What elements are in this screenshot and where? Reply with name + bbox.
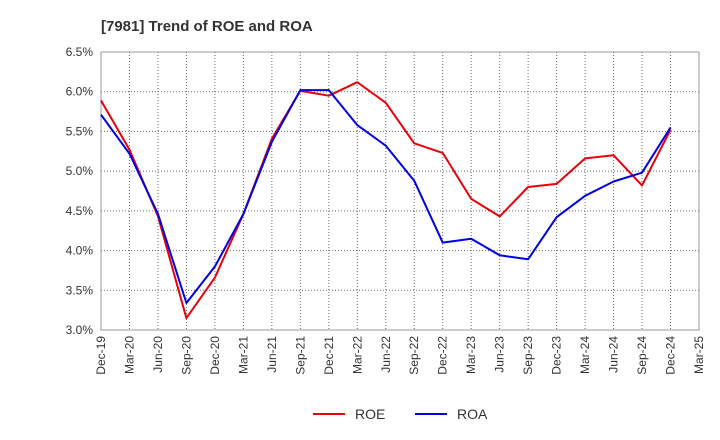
- y-tick-label: 6.5%: [66, 45, 94, 59]
- plot-area: 3.0% 3.5% 4.0% 4.5% 5.0% 5.5% 6.0% 6.5% Dec-19 Ma…: [66, 45, 706, 375]
- x-tick-label: Mar-23: [464, 336, 478, 374]
- x-tick-label: Sep-23: [521, 336, 535, 375]
- y-tick-label: 3.0%: [66, 323, 94, 337]
- plot-background: [101, 52, 699, 330]
- y-tick-label: 3.5%: [66, 283, 94, 297]
- x-tick-label: Mar-20: [122, 336, 136, 374]
- x-tick-label: Dec-22: [436, 336, 450, 375]
- y-tick-label: 4.0%: [66, 244, 94, 258]
- x-tick-label: Sep-20: [179, 336, 193, 375]
- legend-label-roe: ROE: [355, 406, 385, 422]
- x-tick-label: Dec-24: [664, 336, 678, 375]
- x-tick-label: Sep-22: [407, 336, 421, 375]
- x-tick-label: Jun-21: [265, 336, 279, 373]
- x-tick-label: Jun-22: [379, 336, 393, 373]
- series-line-roa: [100, 89, 672, 304]
- x-tick-label: Jun-24: [607, 336, 621, 373]
- x-tick-label: Sep-24: [635, 336, 649, 375]
- plot-frame: [100, 51, 700, 331]
- chart-title: [7981] Trend of ROE and ROA: [101, 18, 313, 35]
- x-tick-label: Dec-21: [322, 336, 336, 375]
- legend-label-roa: ROA: [457, 406, 488, 422]
- y-tick-label: 5.0%: [66, 164, 94, 178]
- x-tick-label: Jun-20: [151, 336, 165, 373]
- x-tick-label: Mar-22: [350, 336, 364, 374]
- y-tick-label: 5.5%: [66, 124, 94, 138]
- legend: ROE ROA: [313, 406, 488, 422]
- x-tick-label: Mar-24: [578, 336, 592, 374]
- x-tick-label: Mar-21: [236, 336, 250, 374]
- x-tick-label: Sep-21: [293, 336, 307, 375]
- x-tick-label: Jun-23: [493, 336, 507, 373]
- series-line-roe: [100, 81, 672, 320]
- x-tick-label: Dec-19: [94, 336, 108, 375]
- x-tick-label: Dec-20: [208, 336, 222, 375]
- y-tick-label: 4.5%: [66, 204, 94, 218]
- x-tick-label: Dec-23: [550, 336, 564, 375]
- x-tick-label: Mar-25: [692, 336, 706, 374]
- y-tick-label: 6.0%: [66, 85, 94, 99]
